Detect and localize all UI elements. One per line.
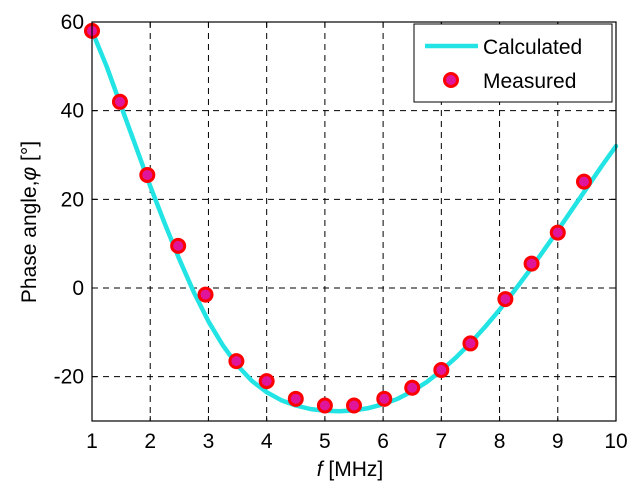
measured-point [523, 255, 540, 272]
axis-ticks [91, 21, 617, 421]
plot-frame [91, 21, 617, 422]
y-tick-label: -20 [54, 366, 84, 389]
measured-point [197, 286, 214, 303]
x-axis-title: f [MHz] [317, 458, 384, 481]
y-tick-label: 20 [61, 188, 84, 211]
measured-point [549, 224, 566, 241]
measured-point [376, 390, 393, 407]
legend-label-measured: Measured [483, 70, 576, 93]
y-axis-title-text: Phase angle, [18, 181, 41, 304]
measured-point [404, 379, 421, 396]
measured-series [84, 22, 592, 414]
y-axis-title-symbol: φ [18, 167, 41, 181]
measured-point [287, 390, 304, 407]
measured-point [258, 373, 275, 390]
x-tick-labels: 1 2 3 4 5 6 7 8 9 10 [86, 430, 628, 453]
measured-point [346, 397, 362, 414]
y-tick-label: 60 [61, 11, 84, 34]
y-axis-title: Phase angle,φ [°] [18, 141, 41, 303]
x-tick-label: 5 [319, 430, 331, 453]
legend-marker-swatch [443, 72, 459, 88]
y-axis-title-unit: [°] [18, 141, 41, 167]
measured-point [433, 362, 450, 379]
y-tick-label: 0 [72, 277, 84, 300]
legend: Calculated Measured [413, 23, 613, 103]
x-axis-title-symbol: f [317, 458, 325, 481]
x-tick-label: 4 [261, 430, 273, 453]
x-tick-label: 10 [604, 430, 627, 453]
y-tick-labels: -20 0 20 40 60 [54, 11, 84, 389]
measured-point [170, 237, 187, 254]
measured-point [228, 353, 245, 370]
x-tick-label: 9 [552, 430, 564, 453]
measured-point [462, 335, 479, 352]
x-tick-label: 2 [144, 430, 156, 453]
x-tick-label: 3 [203, 430, 215, 453]
y-tick-label: 40 [61, 100, 84, 123]
measured-point [111, 93, 128, 110]
legend-label-calculated: Calculated [483, 36, 582, 59]
measured-point [575, 173, 592, 190]
measured-point [316, 397, 333, 414]
measured-point [139, 166, 156, 183]
legend-box [413, 23, 613, 103]
x-tick-label: 7 [435, 430, 447, 453]
measured-point [497, 291, 514, 308]
x-tick-label: 1 [86, 430, 98, 453]
x-axis-title-unit: [MHz] [323, 458, 384, 481]
x-tick-label: 6 [377, 430, 389, 453]
x-tick-label: 8 [494, 430, 506, 453]
